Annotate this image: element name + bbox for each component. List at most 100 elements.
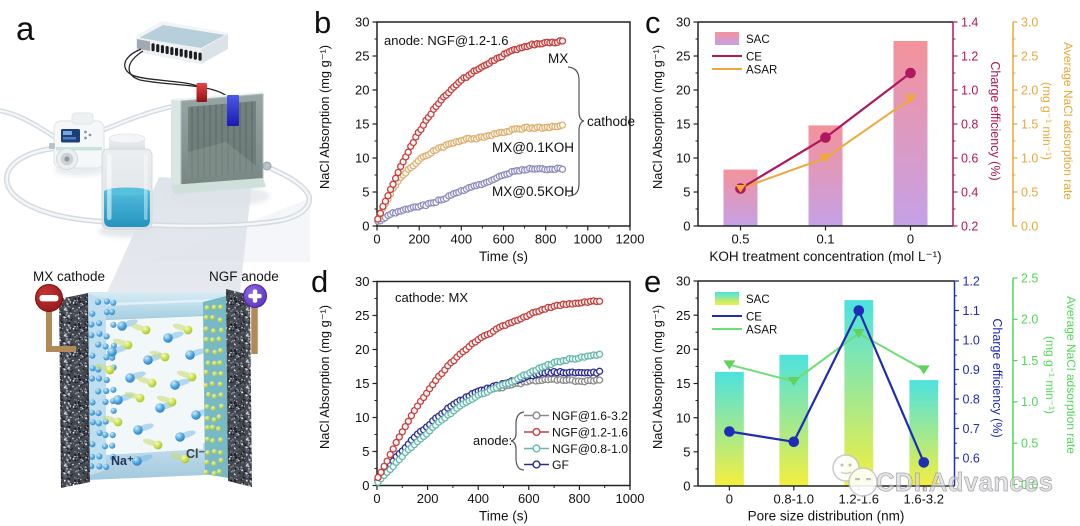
svg-text:400: 400 bbox=[467, 491, 489, 506]
svg-text:30: 30 bbox=[676, 274, 690, 289]
svg-text:Time (s): Time (s) bbox=[479, 249, 528, 264]
svg-text:MX: MX bbox=[548, 51, 568, 66]
svg-text:2.0: 2.0 bbox=[1021, 83, 1038, 97]
svg-text:e: e bbox=[644, 264, 661, 299]
svg-text:anode:: anode: bbox=[473, 433, 512, 448]
svg-text:10: 10 bbox=[676, 410, 690, 425]
svg-text:15: 15 bbox=[676, 117, 690, 132]
svg-text:Time (s): Time (s) bbox=[479, 509, 528, 524]
svg-text:0: 0 bbox=[373, 491, 380, 506]
svg-text:20: 20 bbox=[676, 342, 690, 357]
svg-text:MX@0.5KOH: MX@0.5KOH bbox=[492, 184, 574, 199]
svg-text:1.4: 1.4 bbox=[961, 15, 978, 29]
svg-text:0.0: 0.0 bbox=[1021, 219, 1038, 233]
svg-text:CDI.Advances: CDI.Advances bbox=[876, 469, 1053, 497]
svg-text:1000: 1000 bbox=[616, 491, 645, 506]
svg-text:MX@0.1KOH: MX@0.1KOH bbox=[492, 140, 574, 155]
svg-text:30: 30 bbox=[355, 274, 369, 289]
svg-text:NaCl Absorption (mg g⁻¹): NaCl Absorption (mg g⁻¹) bbox=[317, 305, 332, 449]
svg-text:1.0: 1.0 bbox=[1021, 395, 1038, 409]
svg-text:Average NaCl adsorption rate: Average NaCl adsorption rate bbox=[1061, 42, 1075, 200]
svg-text:30: 30 bbox=[676, 15, 690, 30]
svg-text:a: a bbox=[16, 10, 35, 47]
svg-text:1.0: 1.0 bbox=[1021, 151, 1038, 165]
svg-text:5: 5 bbox=[683, 185, 690, 200]
svg-text:1.6-3.2: 1.6-3.2 bbox=[904, 492, 944, 507]
svg-text:1.2: 1.2 bbox=[961, 49, 978, 63]
svg-text:0.6: 0.6 bbox=[961, 151, 978, 165]
svg-text:NGF@0.8-1.0: NGF@0.8-1.0 bbox=[552, 442, 628, 456]
svg-text:10: 10 bbox=[676, 151, 690, 166]
svg-text:0.5: 0.5 bbox=[1021, 185, 1038, 199]
svg-text:25: 25 bbox=[676, 308, 690, 323]
svg-text:20: 20 bbox=[676, 83, 690, 98]
svg-text:1.2: 1.2 bbox=[963, 274, 980, 288]
svg-text:0.2: 0.2 bbox=[961, 219, 978, 233]
svg-text:0: 0 bbox=[362, 478, 369, 493]
svg-text:1.0: 1.0 bbox=[961, 83, 978, 97]
svg-text:0.6: 0.6 bbox=[963, 451, 980, 465]
svg-text:15: 15 bbox=[355, 117, 369, 132]
svg-text:0.5: 0.5 bbox=[1021, 437, 1038, 451]
svg-text:NaCl Absorption (mg g⁻¹): NaCl Absorption (mg g⁻¹) bbox=[650, 45, 665, 189]
svg-text:Charge efficiency (%): Charge efficiency (%) bbox=[988, 61, 1002, 180]
svg-text:SAC: SAC bbox=[746, 34, 770, 46]
svg-text:3.0: 3.0 bbox=[1021, 15, 1038, 29]
svg-text:cathode: MX: cathode: MX bbox=[395, 290, 468, 305]
svg-text:0.1: 0.1 bbox=[816, 232, 834, 247]
svg-text:Charge efficiency (%): Charge efficiency (%) bbox=[990, 318, 1004, 437]
svg-text:NGF@1.2-1.6: NGF@1.2-1.6 bbox=[552, 425, 628, 439]
svg-text:0.8-1.0: 0.8-1.0 bbox=[774, 492, 814, 507]
svg-text:0: 0 bbox=[907, 232, 914, 247]
svg-text:1.5: 1.5 bbox=[1021, 117, 1038, 131]
svg-text:c: c bbox=[645, 5, 661, 40]
svg-text:20: 20 bbox=[355, 83, 369, 98]
svg-text:20: 20 bbox=[355, 342, 369, 357]
svg-text:0.9: 0.9 bbox=[963, 363, 980, 377]
svg-text:(mg g⁻¹ min⁻¹): (mg g⁻¹ min⁻¹) bbox=[1043, 336, 1057, 414]
svg-text:5: 5 bbox=[683, 444, 690, 459]
svg-text:0: 0 bbox=[362, 219, 369, 234]
svg-text:0: 0 bbox=[683, 219, 690, 234]
svg-text:Average NaCl adsorption rate: Average NaCl adsorption rate bbox=[1064, 296, 1078, 454]
svg-text:0.8: 0.8 bbox=[961, 117, 978, 131]
svg-text:0.4: 0.4 bbox=[961, 185, 978, 199]
svg-text:0: 0 bbox=[726, 492, 733, 507]
svg-text:1000: 1000 bbox=[573, 232, 602, 247]
svg-text:2.0: 2.0 bbox=[1021, 313, 1038, 327]
svg-text:NaCl Absorption (mg g⁻¹): NaCl Absorption (mg g⁻¹) bbox=[650, 305, 665, 449]
svg-text:600: 600 bbox=[493, 232, 515, 247]
svg-text:2.5: 2.5 bbox=[1021, 271, 1038, 285]
svg-text:25: 25 bbox=[355, 49, 369, 64]
svg-text:SAC: SAC bbox=[746, 294, 770, 306]
svg-text:15: 15 bbox=[355, 376, 369, 391]
svg-text:ASAR: ASAR bbox=[746, 325, 777, 337]
svg-text:anode: NGF@1.2-1.6: anode: NGF@1.2-1.6 bbox=[384, 33, 508, 48]
svg-text:5: 5 bbox=[362, 185, 369, 200]
svg-text:25: 25 bbox=[355, 308, 369, 323]
svg-text:1200: 1200 bbox=[616, 232, 645, 247]
svg-text:0.0: 0.0 bbox=[1021, 478, 1038, 492]
svg-text:Na⁺: Na⁺ bbox=[111, 454, 134, 468]
svg-text:Pore size distribution (nm): Pore size distribution (nm) bbox=[748, 509, 905, 524]
svg-text:0.5: 0.5 bbox=[731, 232, 749, 247]
svg-text:10: 10 bbox=[355, 151, 369, 166]
svg-text:NaCl Absorption (mg g⁻¹): NaCl Absorption (mg g⁻¹) bbox=[317, 45, 332, 189]
svg-text:200: 200 bbox=[417, 491, 439, 506]
svg-text:1.1: 1.1 bbox=[963, 304, 980, 318]
svg-text:25: 25 bbox=[676, 49, 690, 64]
svg-text:NGF anode: NGF anode bbox=[209, 269, 279, 284]
svg-text:b: b bbox=[314, 5, 331, 40]
svg-text:cathode: cathode bbox=[587, 114, 635, 129]
svg-text:0: 0 bbox=[373, 232, 380, 247]
svg-text:Cl⁻: Cl⁻ bbox=[186, 447, 206, 461]
svg-text:CE: CE bbox=[746, 52, 762, 64]
svg-text:30: 30 bbox=[355, 15, 369, 30]
svg-text:1.5: 1.5 bbox=[1021, 354, 1038, 368]
svg-text:2.5: 2.5 bbox=[1021, 49, 1038, 63]
svg-text:800: 800 bbox=[569, 491, 591, 506]
svg-text:(mg g⁻¹ min⁻¹): (mg g⁻¹ min⁻¹) bbox=[1040, 82, 1054, 160]
svg-text:CE: CE bbox=[746, 312, 762, 324]
svg-text:MX cathode: MX cathode bbox=[33, 269, 105, 284]
svg-text:10: 10 bbox=[355, 410, 369, 425]
